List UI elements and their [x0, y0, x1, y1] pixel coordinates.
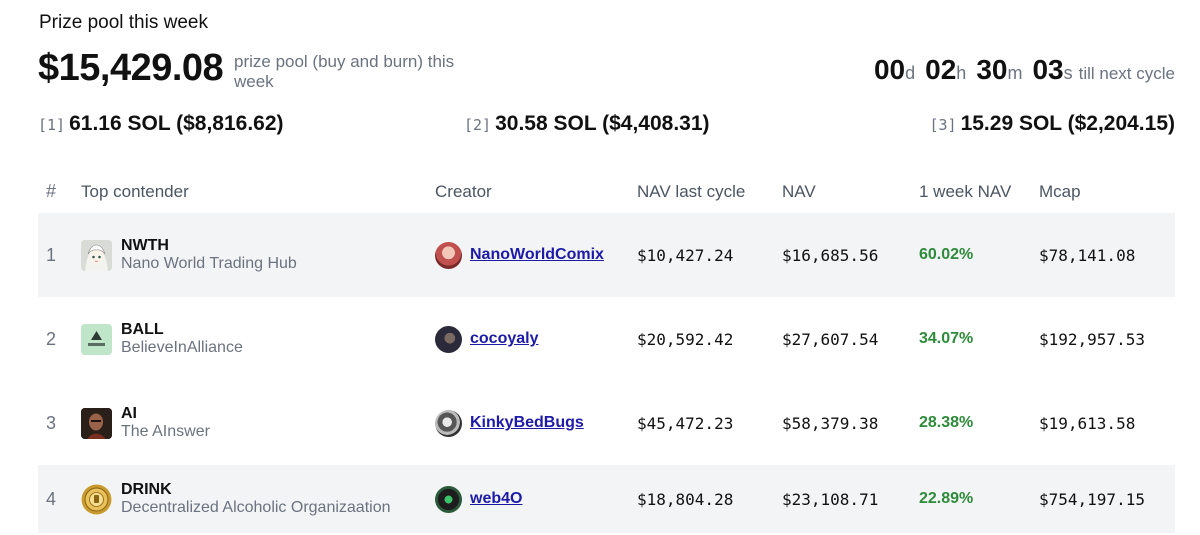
countdown-days-unit: d: [905, 63, 916, 83]
header-mcap: Mcap: [1039, 181, 1081, 201]
nav-last-cycle-value: $45,472.23: [637, 413, 734, 433]
token-symbol: DRINK: [121, 481, 172, 498]
token-cell[interactable]: BALL BelieveInAlliance: [81, 321, 435, 357]
nav-value: $23,108.71: [782, 489, 879, 509]
header-creator: Creator: [435, 181, 492, 201]
header-nav-last-cycle: NAV last cycle: [637, 181, 746, 201]
token-cell[interactable]: DRINK Decentralized Alcoholic Organizaat…: [81, 481, 435, 517]
creator-cell: cocoyaly: [435, 325, 637, 353]
leaderboard-table: # Top contender Creator NAV last cycle N…: [38, 170, 1175, 533]
countdown-hours-unit: h: [956, 63, 967, 83]
avatar: [435, 409, 462, 437]
nav-last-cycle-value: $20,592.42: [637, 329, 734, 349]
countdown-seconds: 03: [1032, 54, 1064, 85]
nav-value: $27,607.54: [782, 329, 879, 349]
avatar: [435, 485, 462, 513]
token-name: BelieveInAlliance: [121, 339, 243, 356]
mcap-value: $754,197.15: [1039, 489, 1145, 509]
avatar: [435, 325, 462, 353]
creator-cell: NanoWorldComix: [435, 241, 637, 269]
anime-avatar-icon: [81, 239, 112, 271]
table-row[interactable]: 4 DRINK Decentralized Alcoholic Organiza…: [38, 465, 1175, 533]
header-nav: NAV: [782, 181, 816, 201]
prize-second: [2] 30.58 SOL ($4,408.31): [464, 112, 710, 136]
prize-amount: 30.58 SOL ($4,408.31): [495, 112, 710, 135]
token-symbol: BALL: [121, 321, 164, 338]
countdown-suffix: till next cycle: [1078, 64, 1175, 83]
table-row[interactable]: 2 BALL BelieveInAlliance: [38, 297, 1175, 381]
countdown-seconds-unit: s: [1063, 63, 1073, 83]
prize-pool-description: prize pool (buy and burn) this week: [234, 52, 455, 91]
week-nav-change: 28.38%: [919, 414, 974, 431]
prize-amount: 15.29 SOL ($2,204.15): [960, 112, 1175, 135]
prize-third: [3] 15.29 SOL ($2,204.15): [929, 112, 1175, 136]
mcap-value: $78,141.08: [1039, 245, 1136, 265]
nav-last-cycle-value: $18,804.28: [637, 489, 734, 509]
row-rank: 4: [46, 488, 57, 509]
token-symbol: AI: [121, 405, 137, 422]
week-nav-change: 34.07%: [919, 330, 974, 347]
creator-link[interactable]: KinkyBedBugs: [470, 414, 584, 431]
token-symbol: NWTH: [121, 237, 169, 254]
cycle-countdown: 00 d 02 h 30 m 03 s till next cycle: [874, 54, 1175, 86]
countdown-hours: 02: [925, 54, 957, 85]
gold-coin-icon: [81, 483, 112, 515]
prize-rank: [3]: [929, 116, 957, 134]
creator-link[interactable]: cocoyaly: [470, 330, 539, 347]
row-rank: 2: [46, 328, 57, 349]
alliance-logo-icon: [81, 323, 112, 355]
header-1-week-nav: 1 week NAV: [919, 181, 1012, 201]
nav-last-cycle-value: $10,427.24: [637, 245, 734, 265]
countdown-minutes: 30: [976, 54, 1008, 85]
header-top-contender: Top contender: [81, 181, 189, 201]
prize-rank: [2]: [464, 116, 492, 134]
countdown-minutes-unit: m: [1007, 63, 1023, 83]
creator-link[interactable]: NanoWorldComix: [470, 246, 604, 263]
week-nav-change: 60.02%: [919, 246, 974, 263]
nav-value: $16,685.56: [782, 245, 879, 265]
creator-cell: KinkyBedBugs: [435, 409, 637, 437]
page-title: Prize pool this week: [39, 12, 208, 33]
mcap-value: $192,957.53: [1039, 329, 1145, 349]
mcap-value: $19,613.58: [1039, 413, 1136, 433]
prize-rank: [1]: [38, 116, 66, 134]
table-header-row: # Top contender Creator NAV last cycle N…: [38, 170, 1175, 213]
portrait-icon: [81, 407, 112, 439]
avatar: [435, 241, 462, 269]
countdown-days: 00: [873, 54, 906, 85]
prize-amount: 61.16 SOL ($8,816.62): [69, 112, 284, 135]
row-rank: 1: [46, 244, 57, 265]
nav-value: $58,379.38: [782, 413, 879, 433]
creator-link[interactable]: web4O: [470, 490, 523, 507]
creator-cell: web4O: [435, 485, 637, 513]
token-name: Decentralized Alcoholic Organizaation: [121, 499, 391, 516]
token-name: The AInswer: [121, 423, 210, 440]
token-cell[interactable]: NWTH Nano World Trading Hub: [81, 237, 435, 273]
week-nav-change: 22.89%: [919, 490, 974, 507]
prize-pool-amount: $15,429.08: [38, 47, 224, 89]
token-cell[interactable]: AI The AInswer: [81, 405, 435, 441]
prize-first: [1] 61.16 SOL ($8,816.62): [38, 112, 284, 136]
table-row[interactable]: 3 AI The AInswer: [38, 381, 1175, 465]
token-name: Nano World Trading Hub: [121, 255, 297, 272]
table-row[interactable]: 1 NWTH: [38, 213, 1175, 297]
header-rank: #: [46, 181, 57, 201]
row-rank: 3: [46, 412, 57, 433]
